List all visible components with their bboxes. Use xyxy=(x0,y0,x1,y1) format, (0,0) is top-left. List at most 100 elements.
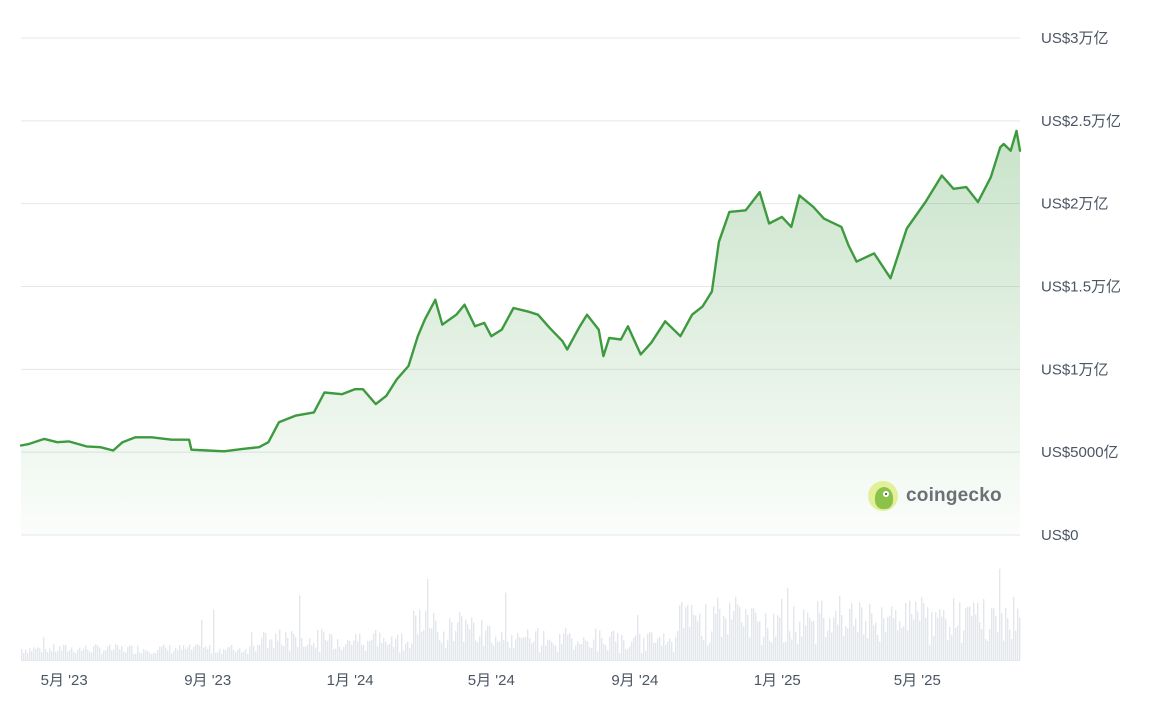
volume-bar xyxy=(1005,607,1007,660)
volume-bar xyxy=(445,648,447,660)
volume-bar xyxy=(279,629,281,660)
x-tick-label: 5月 '24 xyxy=(468,672,515,689)
volume-bar xyxy=(939,609,941,660)
volume-bar xyxy=(931,612,933,660)
volume-bar xyxy=(541,645,543,660)
volume-bar xyxy=(417,634,419,660)
volume-bar xyxy=(523,637,525,660)
volume-bar xyxy=(967,606,969,660)
volume-bar xyxy=(669,638,671,660)
volume-bar xyxy=(249,646,251,660)
volume-bar xyxy=(369,641,371,660)
volume-bar xyxy=(403,650,405,660)
volume-bar xyxy=(825,637,827,660)
volume-bar xyxy=(525,637,527,660)
volume-bar xyxy=(183,645,185,660)
volume-bar xyxy=(319,652,321,660)
volume-bar xyxy=(55,651,57,660)
volume-bar xyxy=(1017,608,1019,660)
volume-bar xyxy=(993,608,995,660)
volume-bar xyxy=(215,652,217,660)
volume-bar xyxy=(115,644,117,660)
volume-bar xyxy=(387,645,389,660)
volume-bar xyxy=(683,627,685,660)
volume-bar xyxy=(371,639,373,660)
volume-bar xyxy=(539,652,541,660)
volume-bar xyxy=(361,644,363,660)
volume-bar xyxy=(145,650,147,660)
volume-bar xyxy=(235,652,237,660)
volume-bar xyxy=(313,642,315,660)
volume-bar xyxy=(781,598,783,660)
volume-bar xyxy=(337,639,339,660)
volume-bar xyxy=(711,631,713,660)
volume-bar xyxy=(307,644,309,660)
volume-bar xyxy=(703,639,705,660)
volume-bar xyxy=(177,650,179,660)
volume-bar xyxy=(129,645,131,660)
volume-bar xyxy=(1019,617,1021,660)
volume-bar xyxy=(755,612,757,660)
volume-bar xyxy=(775,636,777,660)
volume-bar xyxy=(813,620,815,660)
volume-bar xyxy=(263,631,265,660)
volume-bar xyxy=(555,645,557,660)
volume-bar xyxy=(707,645,709,660)
volume-bar xyxy=(809,617,811,660)
volume-bar xyxy=(117,645,119,660)
volume-bar xyxy=(257,644,259,660)
volume-bar xyxy=(991,607,993,660)
volume-bar xyxy=(343,646,345,660)
volume-bar xyxy=(771,642,773,660)
volume-bar xyxy=(57,650,59,660)
volume-bar xyxy=(553,644,555,660)
volume-bar xyxy=(237,649,239,660)
volume-bar xyxy=(197,644,199,660)
volume-bar xyxy=(67,651,69,660)
volume-bar xyxy=(917,611,919,660)
volume-bar xyxy=(943,610,945,660)
volume-bar xyxy=(817,601,819,660)
volume-bar xyxy=(573,649,575,660)
volume-bar xyxy=(141,653,143,660)
volume-bar xyxy=(51,651,53,660)
volume-bar xyxy=(347,640,349,660)
volume-bar xyxy=(73,651,75,660)
volume-bar xyxy=(883,618,885,660)
volume-bar xyxy=(83,649,85,660)
volume-bar xyxy=(143,649,145,660)
volume-bar xyxy=(685,607,687,660)
volume-bar xyxy=(903,626,905,660)
volume-bar xyxy=(747,614,749,660)
volume-bar xyxy=(885,631,887,660)
volume-bar xyxy=(835,611,837,660)
volume-bar xyxy=(575,645,577,660)
volume-bar xyxy=(1009,629,1011,660)
volume-bar xyxy=(503,639,505,660)
volume-bar xyxy=(341,649,343,660)
volume-bar xyxy=(827,630,829,660)
volume-bar xyxy=(791,639,793,660)
volume-bar xyxy=(421,631,423,660)
volume-bar xyxy=(873,625,875,660)
volume-bar xyxy=(897,630,899,660)
volume-bar xyxy=(777,615,779,660)
volume-bar xyxy=(367,640,369,660)
volume-bar xyxy=(797,643,799,660)
volume-bar xyxy=(435,620,437,660)
volume-bar xyxy=(487,625,489,660)
volume-bar xyxy=(705,604,707,660)
volume-bar xyxy=(423,630,425,660)
volume-bar xyxy=(61,650,63,660)
volume-bar xyxy=(425,610,427,660)
volume-bar xyxy=(717,597,719,660)
volume-bar xyxy=(887,617,889,660)
volume-bar xyxy=(101,653,103,660)
coingecko-watermark: coingecko xyxy=(868,481,1002,511)
volume-bar xyxy=(87,649,89,660)
volume-bar xyxy=(647,633,649,660)
volume-bar xyxy=(193,646,195,660)
volume-bar xyxy=(567,634,569,660)
volume-bar xyxy=(429,628,431,660)
volume-bar xyxy=(535,631,537,660)
